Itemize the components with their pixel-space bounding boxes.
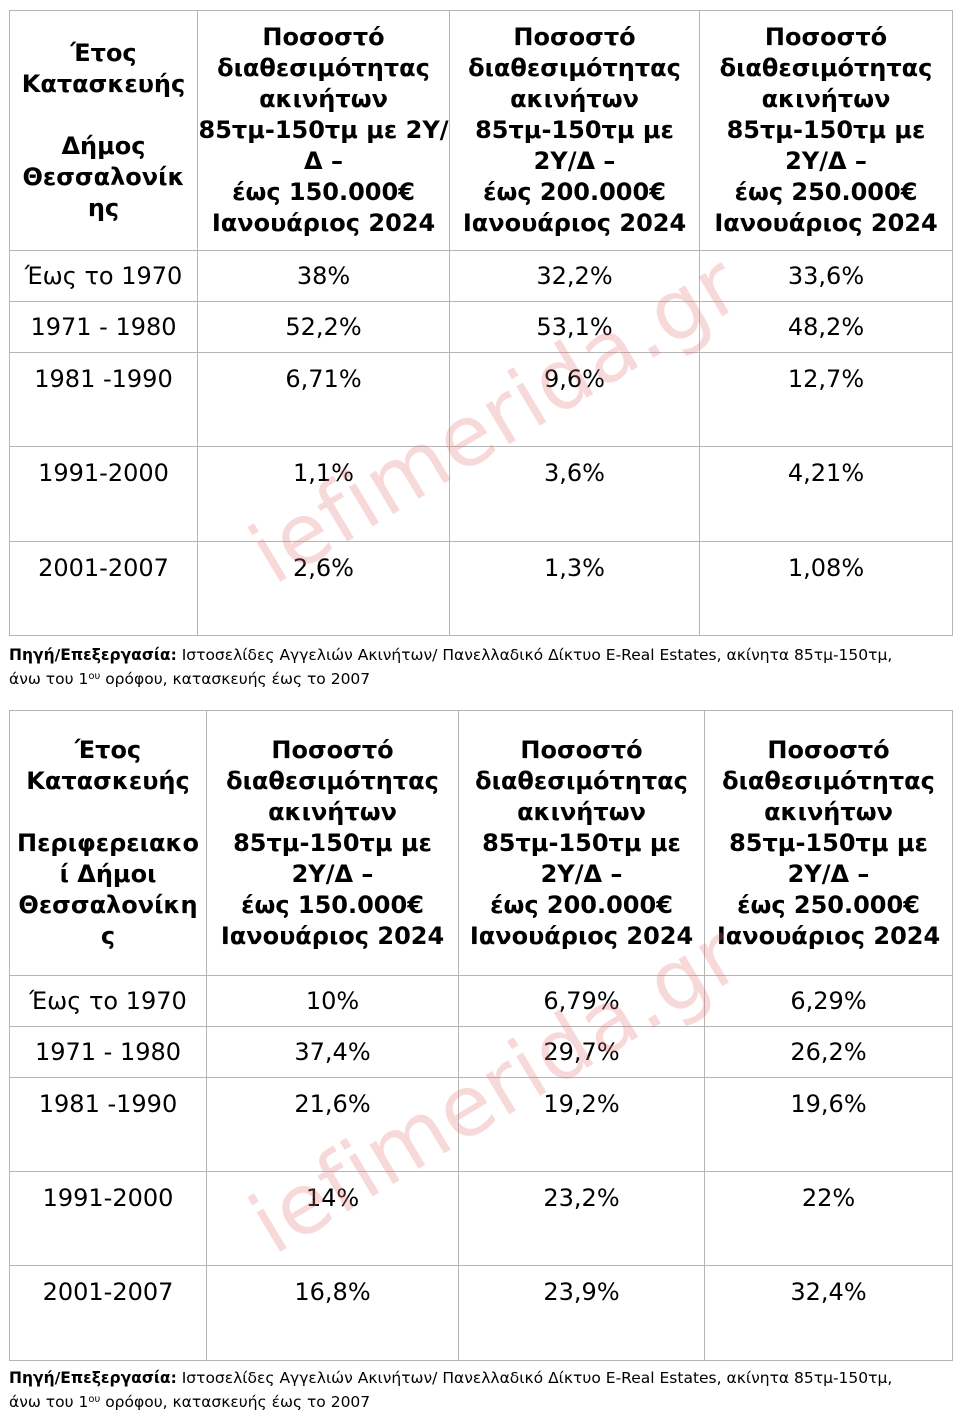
value-cell: 53,1% — [449, 301, 700, 353]
source-note-1: Πηγή/Επεξεργασία: Ιστοσελίδες Αγγελιών Α… — [9, 644, 954, 690]
table-row: 2001-2007 2,6% 1,3% 1,08% — [9, 541, 953, 636]
value-cell: 10% — [206, 975, 459, 1027]
period-cell: Έως το 1970 — [9, 250, 198, 302]
table-row: 1981 -1990 6,71% 9,6% 12,7% — [9, 352, 953, 447]
header-row: Έτος Κατασκευής Περιφερειακο ί Δήμοι Θεσ… — [9, 710, 953, 976]
period-cell: 1971 - 1980 — [9, 1026, 207, 1078]
value-cell: 37,4% — [206, 1026, 459, 1078]
availability-table-thessaloniki: Έτος Κατασκευής Δήμος Θεσσαλονίκ ης Ποσο… — [9, 10, 953, 636]
column-header-150k: Ποσοστό διαθεσιμότητας ακινήτων 85τμ-150… — [197, 10, 450, 251]
table-2-wrapper: Έτος Κατασκευής Περιφερειακο ί Δήμοι Θεσ… — [9, 710, 953, 1361]
source-label: Πηγή/Επεξεργασία: — [9, 646, 177, 664]
value-cell: 1,1% — [197, 446, 450, 542]
year-column-header: Έτος Κατασκευής Περιφερειακο ί Δήμοι Θεσ… — [9, 710, 207, 976]
value-cell: 33,6% — [699, 250, 953, 302]
value-cell: 32,4% — [704, 1265, 953, 1361]
source-label: Πηγή/Επεξεργασία: — [9, 1369, 177, 1387]
source-superscript: ου — [88, 671, 101, 682]
source-line2-pre: άνω του 1 — [9, 1393, 89, 1411]
value-cell: 21,6% — [206, 1077, 459, 1172]
value-cell: 29,7% — [458, 1026, 705, 1078]
period-cell: 1991-2000 — [9, 1171, 207, 1266]
value-cell: 9,6% — [449, 352, 700, 447]
table-row: 1971 - 1980 52,2% 53,1% 48,2% — [9, 301, 953, 353]
source-line2-post: ορόφου, κατασκευής έως το 2007 — [100, 670, 371, 688]
value-cell: 6,29% — [704, 975, 953, 1027]
source-text: Ιστοσελίδες Αγγελιών Ακινήτων/ Πανελλαδι… — [176, 646, 893, 664]
value-cell: 38% — [197, 250, 450, 302]
value-cell: 22% — [704, 1171, 953, 1266]
value-cell: 32,2% — [449, 250, 700, 302]
value-cell: 6,79% — [458, 975, 705, 1027]
table-row: 1991-2000 1,1% 3,6% 4,21% — [9, 446, 953, 542]
column-header-250k: Ποσοστό διαθεσιμότητας ακινήτων 85τμ-150… — [699, 10, 953, 251]
year-column-header: Έτος Κατασκευής Δήμος Θεσσαλονίκ ης — [9, 10, 198, 251]
value-cell: 12,7% — [699, 352, 953, 447]
period-cell: Έως το 1970 — [9, 975, 207, 1027]
column-header-150k: Ποσοστό διαθεσιμότητας ακινήτων 85τμ-150… — [206, 710, 459, 976]
value-cell: 3,6% — [449, 446, 700, 542]
period-cell: 2001-2007 — [9, 541, 198, 636]
availability-table-peripheral: Έτος Κατασκευής Περιφερειακο ί Δήμοι Θεσ… — [9, 710, 953, 1361]
table-row: 1991-2000 14% 23,2% 22% — [9, 1171, 953, 1266]
value-cell: 4,21% — [699, 446, 953, 542]
source-line2-pre: άνω του 1 — [9, 670, 89, 688]
period-cell: 1991-2000 — [9, 446, 198, 542]
column-header-250k: Ποσοστό διαθεσιμότητας ακινήτων 85τμ-150… — [704, 710, 953, 976]
column-header-200k: Ποσοστό διαθεσιμότητας ακινήτων 85τμ-150… — [458, 710, 705, 976]
table-row: Έως το 1970 10% 6,79% 6,29% — [9, 975, 953, 1027]
source-text: Ιστοσελίδες Αγγελιών Ακινήτων/ Πανελλαδι… — [176, 1369, 893, 1387]
value-cell: 16,8% — [206, 1265, 459, 1361]
period-cell: 2001-2007 — [9, 1265, 207, 1361]
value-cell: 1,3% — [449, 541, 700, 636]
value-cell: 48,2% — [699, 301, 953, 353]
source-note-2: Πηγή/Επεξεργασία: Ιστοσελίδες Αγγελιών Α… — [9, 1367, 954, 1413]
value-cell: 52,2% — [197, 301, 450, 353]
table-row: 2001-2007 16,8% 23,9% 32,4% — [9, 1265, 953, 1361]
value-cell: 19,6% — [704, 1077, 953, 1172]
value-cell: 6,71% — [197, 352, 450, 447]
value-cell: 26,2% — [704, 1026, 953, 1078]
header-row: Έτος Κατασκευής Δήμος Θεσσαλονίκ ης Ποσο… — [9, 10, 953, 251]
value-cell: 2,6% — [197, 541, 450, 636]
source-superscript: ου — [88, 1394, 101, 1405]
value-cell: 1,08% — [699, 541, 953, 636]
value-cell: 19,2% — [458, 1077, 705, 1172]
value-cell: 14% — [206, 1171, 459, 1266]
table-row: 1981 -1990 21,6% 19,2% 19,6% — [9, 1077, 953, 1172]
column-header-200k: Ποσοστό διαθεσιμότητας ακινήτων 85τμ-150… — [449, 10, 700, 251]
value-cell: 23,9% — [458, 1265, 705, 1361]
period-cell: 1981 -1990 — [9, 352, 198, 447]
period-cell: 1981 -1990 — [9, 1077, 207, 1172]
value-cell: 23,2% — [458, 1171, 705, 1266]
table-row: 1971 - 1980 37,4% 29,7% 26,2% — [9, 1026, 953, 1078]
table-row: Έως το 1970 38% 32,2% 33,6% — [9, 250, 953, 302]
table-1-wrapper: Έτος Κατασκευής Δήμος Θεσσαλονίκ ης Ποσο… — [9, 10, 953, 636]
period-cell: 1971 - 1980 — [9, 301, 198, 353]
source-line2-post: ορόφου, κατασκευής έως το 2007 — [100, 1393, 371, 1411]
